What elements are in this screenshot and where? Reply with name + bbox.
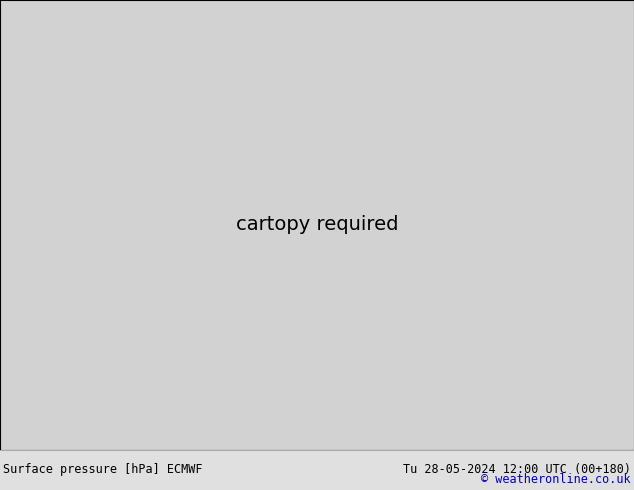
- Text: Surface pressure [hPa] ECMWF: Surface pressure [hPa] ECMWF: [3, 463, 203, 476]
- Text: Tu 28-05-2024 12:00 UTC (00+180): Tu 28-05-2024 12:00 UTC (00+180): [403, 463, 631, 476]
- Text: © weatheronline.co.uk: © weatheronline.co.uk: [481, 473, 631, 486]
- Text: cartopy required: cartopy required: [236, 216, 398, 234]
